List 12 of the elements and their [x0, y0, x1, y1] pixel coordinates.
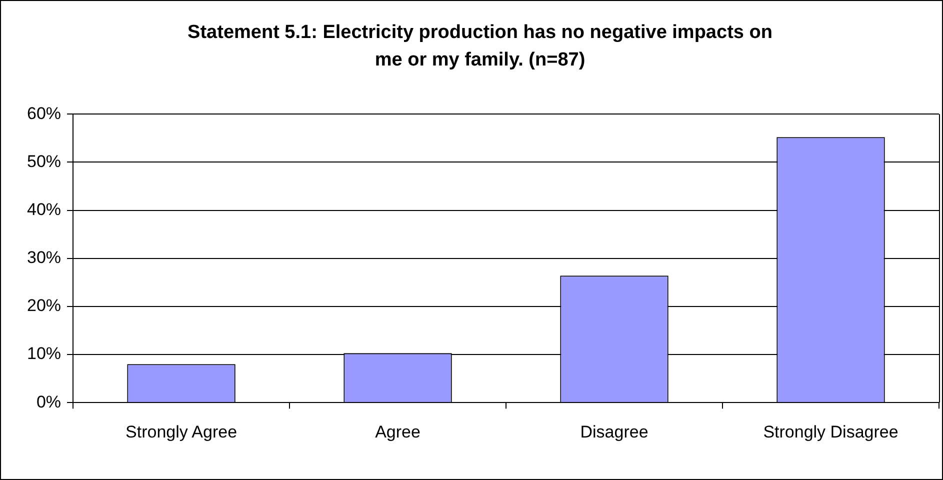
y-tick-label: 60% — [26, 104, 62, 123]
y-tick-label: 20% — [26, 296, 62, 316]
x-tick-label: Disagree — [580, 422, 648, 442]
chart-title: Statement 5.1: Electricity production has no negative impacts on me or my family. (n=87) — [188, 22, 772, 71]
x-tick-label: Agree — [375, 422, 420, 442]
y-tick-label: 50% — [26, 152, 62, 171]
y-tick-label: 30% — [26, 248, 62, 268]
y-tick-label: 10% — [26, 344, 62, 364]
x-tick-label: Strongly Disagree — [763, 422, 898, 442]
y-tick-label: 0% — [36, 392, 62, 412]
x-tick-label: Strongly Agree — [126, 422, 238, 442]
y-tick-label: 40% — [26, 200, 62, 219]
